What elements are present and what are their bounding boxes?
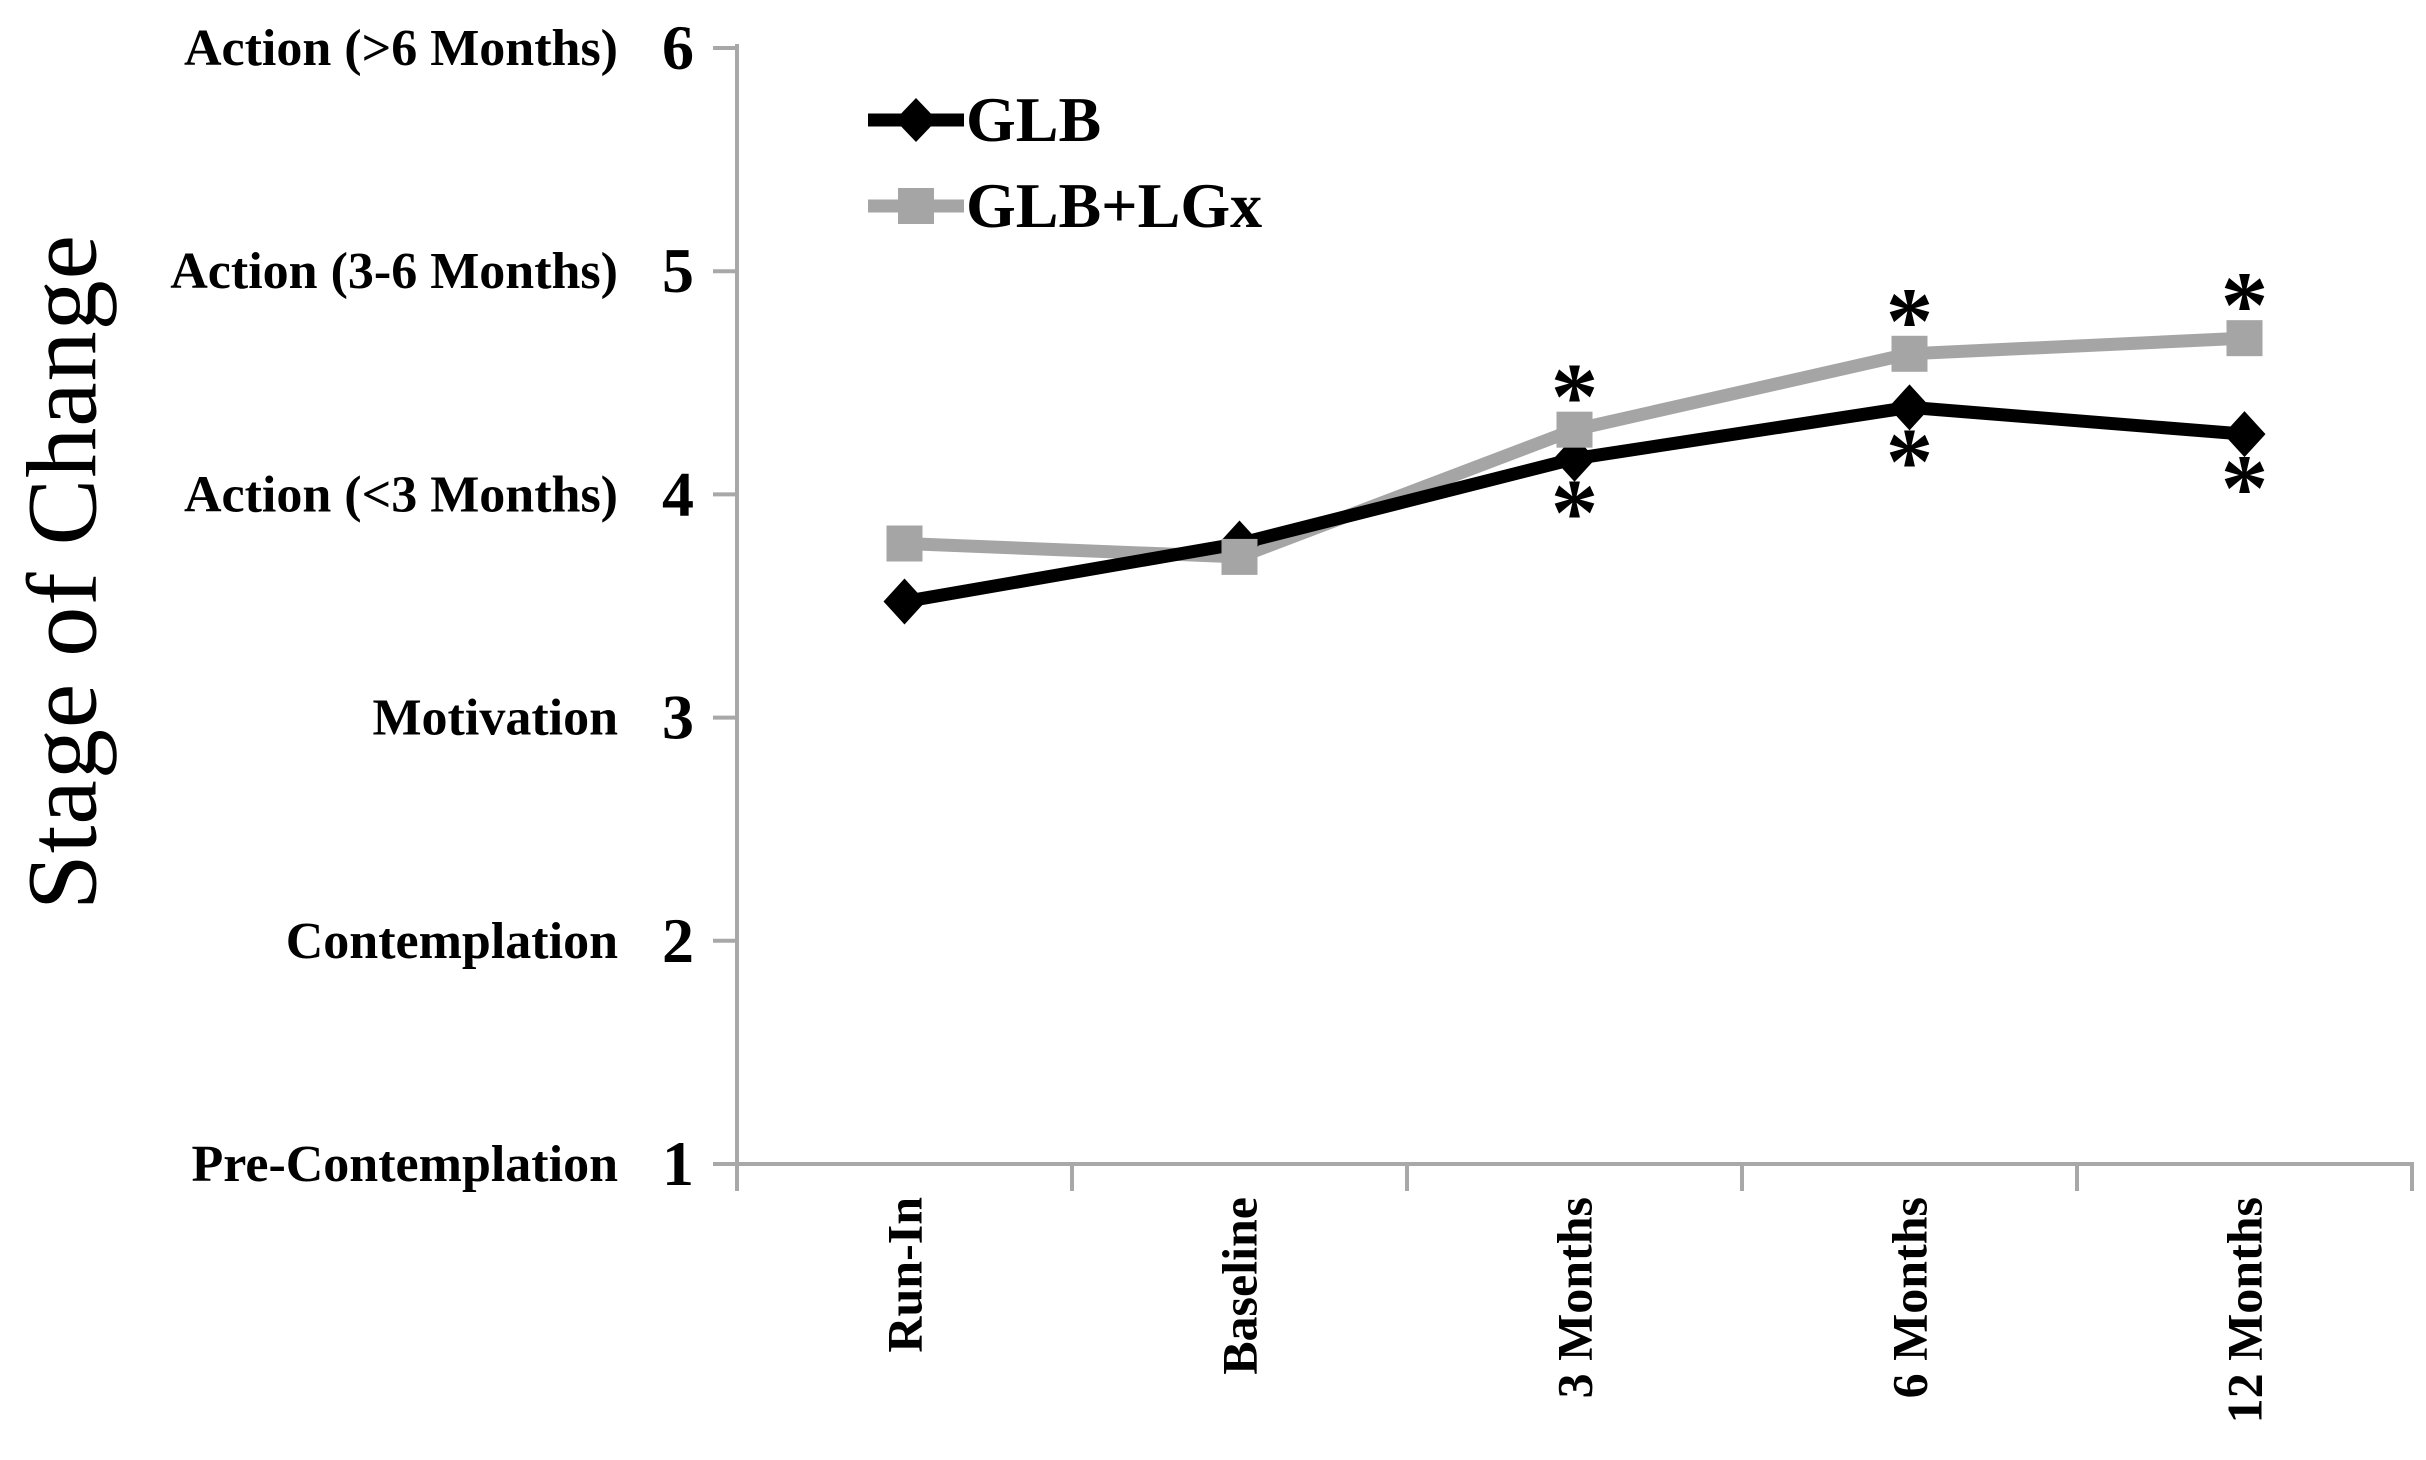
data-point-glb — [1888, 384, 1931, 431]
y-tick-label: 5 — [662, 235, 694, 306]
data-point-glb-lgx — [886, 525, 923, 562]
legend-label-glb-lgx: GLB+LGx — [966, 170, 1263, 241]
legend-item-glb-lgx: GLB+LGx — [868, 172, 1262, 240]
data-point-glb — [2223, 411, 2266, 458]
y-tick-label: 1 — [662, 1128, 694, 1199]
y-stage-label: Action (3-6 Months) — [170, 243, 618, 300]
data-point-glb-lgx — [1221, 538, 1258, 575]
legend: GLB GLB+LGx — [868, 86, 1262, 240]
significance-asterisk: * — [1886, 268, 1934, 374]
legend-marker-glb-lgx-square-icon — [868, 188, 964, 224]
y-axis-title: Stage of Change — [6, 234, 118, 910]
significance-asterisk: * — [1886, 408, 1934, 514]
legend-marker-shape — [895, 98, 937, 142]
x-category-label: 12 Months — [2217, 1197, 2273, 1423]
x-category-label: 6 Months — [1882, 1197, 1938, 1398]
x-category-label: Baseline — [1212, 1197, 1268, 1375]
y-stage-label: Pre-Contemplation — [191, 1136, 618, 1193]
y-tick-label: 4 — [662, 458, 694, 529]
y-stage-label: Contemplation — [286, 913, 618, 970]
y-stage-label: Action (<3 Months) — [184, 466, 618, 523]
x-category-label: 3 Months — [1547, 1197, 1603, 1398]
x-category-label: Run-In — [877, 1197, 933, 1353]
y-tick-label: 3 — [662, 682, 694, 753]
data-point-glb-lgx — [1891, 335, 1928, 372]
data-point-glb-lgx — [1556, 411, 1593, 448]
legend-marker-glb-diamond-icon — [868, 98, 964, 142]
legend-marker-shape — [898, 188, 934, 224]
significance-asterisk: * — [1551, 344, 1599, 450]
legend-item-glb: GLB — [868, 86, 1262, 154]
y-tick-label: 2 — [662, 905, 694, 976]
significance-asterisk: * — [2221, 435, 2269, 541]
legend-label-glb: GLB — [966, 84, 1102, 155]
significance-asterisk: * — [1551, 460, 1599, 566]
data-point-glb-lgx — [2226, 320, 2263, 357]
y-stage-label: Action (>6 Months) — [184, 20, 618, 77]
y-tick-label: 6 — [662, 12, 694, 83]
significance-asterisk: * — [2221, 252, 2269, 358]
data-point-glb — [883, 578, 926, 625]
y-stage-label: Motivation — [372, 690, 618, 747]
